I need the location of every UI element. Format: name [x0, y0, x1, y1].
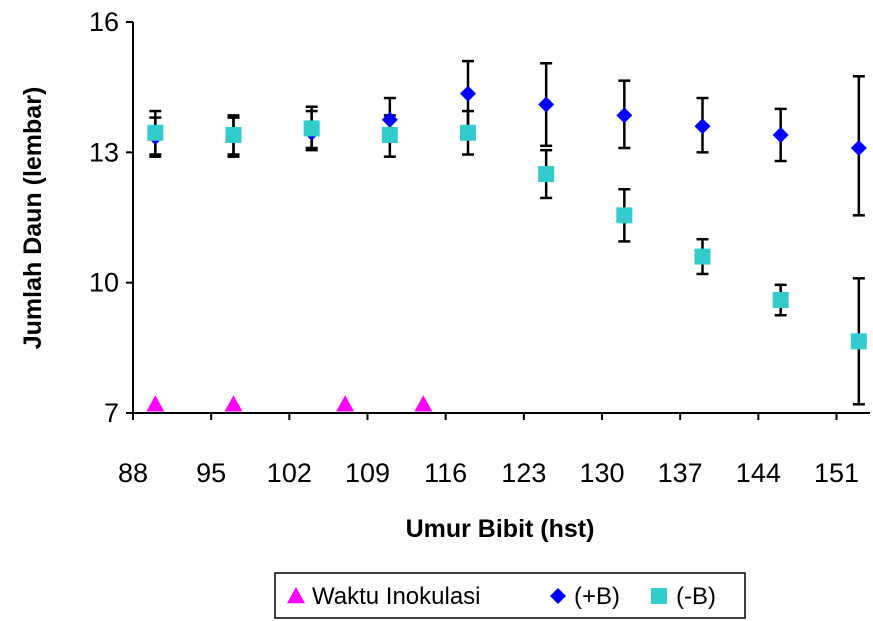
y-tick-label: 7 [104, 398, 119, 428]
legend: Waktu Inokulasi (+B) (-B) [274, 572, 746, 619]
data-point-square [147, 124, 164, 141]
data-point-square [616, 207, 633, 224]
x-tick-label: 116 [424, 458, 467, 488]
data-point-square [460, 124, 476, 141]
data-point-diamond [381, 111, 398, 128]
data-point-diamond [772, 126, 789, 143]
x-tick-label: 130 [579, 458, 624, 488]
data-point-triangle [224, 395, 243, 412]
data-point-triangle [336, 395, 355, 412]
data-point-square [694, 248, 711, 265]
legend-marker-triangle [287, 587, 305, 604]
y-tick-label: 16 [89, 7, 119, 37]
axis-labels: Umur Bibit (hst) Jumlah Daun (lembar) [19, 87, 594, 543]
x-tick-label: 88 [118, 458, 148, 488]
data-point-square [772, 292, 789, 309]
x-tick-label: 151 [814, 458, 859, 488]
data-point-diamond [538, 96, 555, 113]
y-tick-label: 13 [89, 137, 119, 167]
data-point-diamond [460, 85, 476, 102]
data-point-diamond [850, 139, 867, 156]
data-point-square [303, 120, 320, 137]
x-tick-label: 123 [501, 458, 546, 488]
x-tick-label: 95 [196, 458, 226, 488]
data-point-diamond [694, 118, 711, 135]
legend-marker-diamond [550, 588, 566, 604]
data-point-triangle [414, 395, 433, 412]
x-axis-title: Umur Bibit (hst) [406, 515, 595, 543]
x-tick-label: 102 [267, 458, 312, 488]
y-tick-label: 10 [89, 268, 119, 298]
data-point-square [850, 333, 867, 350]
chart-marks [146, 59, 867, 412]
data-point-square [381, 126, 398, 143]
x-tick-label: 144 [736, 458, 781, 488]
data-point-diamond [616, 107, 633, 124]
data-point-triangle [146, 395, 165, 412]
x-tick-label: 137 [658, 458, 703, 488]
data-point-square [225, 126, 242, 143]
legend-label: Waktu Inokulasi [312, 583, 481, 610]
legend-marker-square [651, 588, 667, 604]
y-axis-title: Jumlah Daun (lembar) [19, 87, 47, 350]
legend-label: (+B) [574, 583, 620, 610]
legend-label: (-B) [676, 583, 716, 610]
data-point-square [538, 166, 555, 183]
x-tick-label: 109 [345, 458, 390, 488]
axes: 7 10 13 16 88 95 102 109 116 123 130 137 144 151 [89, 7, 870, 488]
